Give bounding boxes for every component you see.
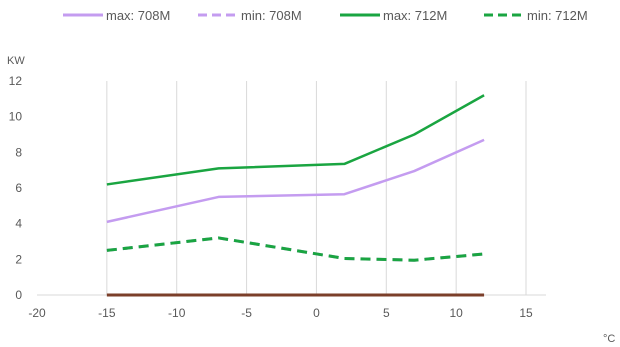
x-tick-label: -20 [28, 306, 46, 320]
y-axis-ticks: 0 2 4 6 8 10 12 [9, 74, 23, 302]
x-tick-label: 15 [519, 306, 533, 320]
series-line [106, 138, 485, 224]
y-axis-label: KW [7, 55, 25, 67]
x-tick-label: -5 [241, 306, 252, 320]
y-tick-label: 2 [15, 252, 22, 266]
series-group [106, 94, 485, 297]
x-axis-label: °C [603, 333, 615, 345]
y-tick-label: 8 [15, 145, 22, 159]
x-tick-label: 10 [449, 306, 463, 320]
legend-label: max: 712M [383, 8, 447, 23]
y-tick-label: 10 [9, 110, 23, 124]
y-tick-label: 12 [9, 74, 23, 88]
grid [37, 81, 546, 296]
y-tick-label: 4 [15, 217, 22, 231]
x-tick-label: 5 [383, 306, 390, 320]
legend-label: min: 712M [527, 8, 588, 23]
y-tick-label: 6 [15, 181, 22, 195]
legend-label: max: 708M [106, 8, 170, 23]
x-axis-ticks: -20 -15 -10 -5 0 5 10 15 [28, 306, 533, 320]
x-tick-label: -10 [168, 306, 186, 320]
series-line [106, 94, 485, 186]
legend-label: min: 708M [241, 8, 302, 23]
series-line [106, 236, 485, 262]
y-tick-label: 0 [15, 288, 22, 302]
x-tick-label: 0 [313, 306, 320, 320]
legend: max: 708M min: 708M max: 712M min: 712M [63, 8, 588, 23]
x-tick-label: -15 [98, 306, 116, 320]
series-line [106, 236, 485, 262]
